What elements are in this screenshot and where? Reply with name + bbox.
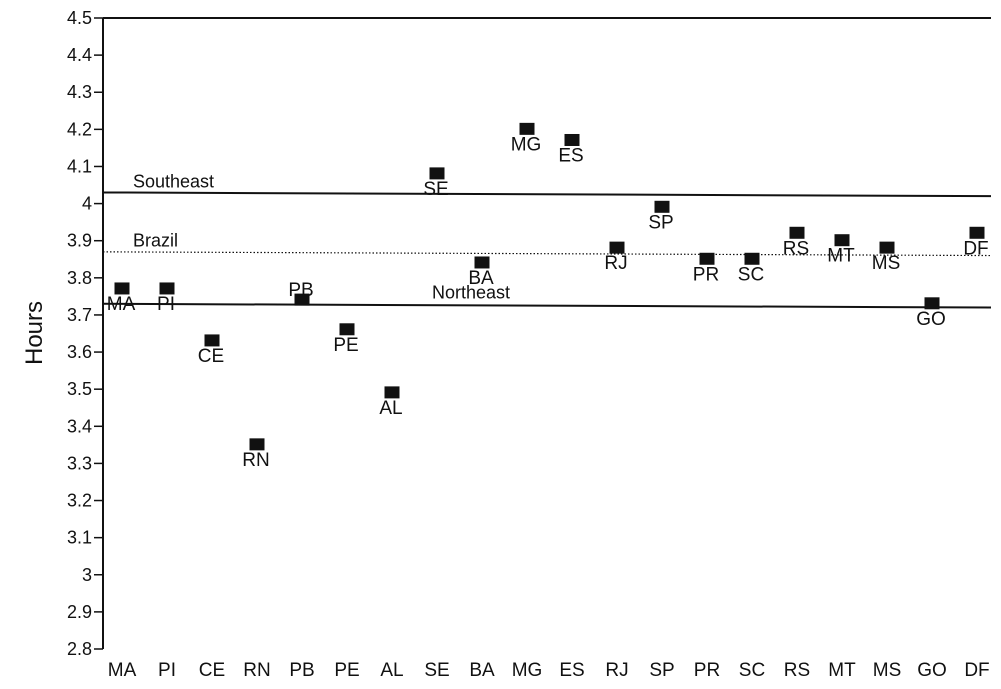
x-tick-label: PI [158,660,176,681]
y-tick-label: 2.9 [67,602,92,622]
x-tick-label: SE [424,660,449,681]
data-point [879,241,895,254]
data-point [114,282,130,295]
x-tick-label: MG [512,660,543,681]
data-point [429,167,445,180]
data-point [564,133,580,146]
y-tick-label: 3.6 [67,342,92,362]
data-point [204,334,220,347]
data-point-label: RN [242,450,269,471]
y-tick-label: 3.3 [67,453,92,473]
data-point-label: PB [288,280,313,301]
data-point-label: RJ [604,253,627,274]
data-point-label: SE [423,179,448,200]
data-point-label: PI [157,294,175,315]
reference-line-brazil [102,251,992,257]
data-point [384,386,400,399]
reference-line-southeast [102,191,992,198]
data-point [294,293,310,306]
y-tick-label: 3.2 [67,491,92,511]
x-tick-label: PB [289,660,314,681]
x-tick-label: ES [559,660,584,681]
x-tick-label: PR [694,660,720,681]
data-point-label: GO [916,309,946,330]
data-point-label: PR [693,264,719,285]
x-tick-label: CE [199,660,225,681]
y-tick-label: 2.8 [67,639,92,659]
x-tick-label: PE [334,660,359,681]
data-point [969,226,985,239]
x-tick-label: DF [964,660,989,681]
data-point-label: MG [511,134,542,155]
data-point-label: ES [558,145,583,166]
data-point [699,252,715,265]
y-tick-label: 3.7 [67,305,92,325]
y-tick-label: 4 [82,194,92,214]
y-tick-label: 4.4 [67,45,92,65]
data-point-label: MS [872,253,901,274]
x-tick-label: MS [873,660,902,681]
x-tick-label: MA [108,660,137,681]
x-tick-label: MT [828,660,856,681]
y-tick-label: 3.9 [67,231,92,251]
reference-line-label: Brazil [133,231,178,251]
reference-line-label: Southeast [133,171,214,191]
data-point-label: SC [738,264,764,285]
data-point-label: MA [107,294,136,315]
y-tick-label: 4.2 [67,119,92,139]
data-point-label: SP [648,212,673,233]
y-tick-label: 4.5 [67,8,92,28]
y-tick-label: 3.1 [67,528,92,548]
x-tick-label: SP [649,660,674,681]
y-tick-label: 4.1 [67,156,92,176]
y-tick-label: 3.4 [67,416,92,436]
y-tick-label: 4.3 [67,82,92,102]
data-point-label: MT [827,246,855,267]
x-tick-label: SC [739,660,765,681]
y-tick-label: 3 [82,565,92,585]
data-point [519,122,535,135]
data-point-label: PE [333,335,358,356]
y-tick-label: 3.5 [67,379,92,399]
x-tick-label: RS [784,660,810,681]
data-point-label: BA [468,268,494,289]
data-point-label: RS [783,238,809,259]
x-tick-label: RJ [605,660,628,681]
x-tick-label: AL [380,660,403,681]
reference-line-northeast [102,302,992,309]
data-point [924,297,940,310]
data-point-label: AL [379,398,402,419]
y-tick-label: 3.8 [67,268,92,288]
data-point [789,226,805,239]
x-tick-label: GO [917,660,947,681]
reference-line-label: Northeast [432,283,510,303]
data-point-label: CE [198,346,224,367]
data-point [474,256,490,269]
data-point [609,241,625,254]
x-tick-label: BA [469,660,495,681]
data-point [159,282,175,295]
data-point-label: DF [963,238,988,259]
x-tick-label: RN [243,660,270,681]
data-point [654,200,670,213]
data-point [834,234,850,247]
data-point [339,323,355,336]
y-axis-title: Hours [21,301,48,365]
data-point [249,438,265,451]
data-point [744,252,760,265]
